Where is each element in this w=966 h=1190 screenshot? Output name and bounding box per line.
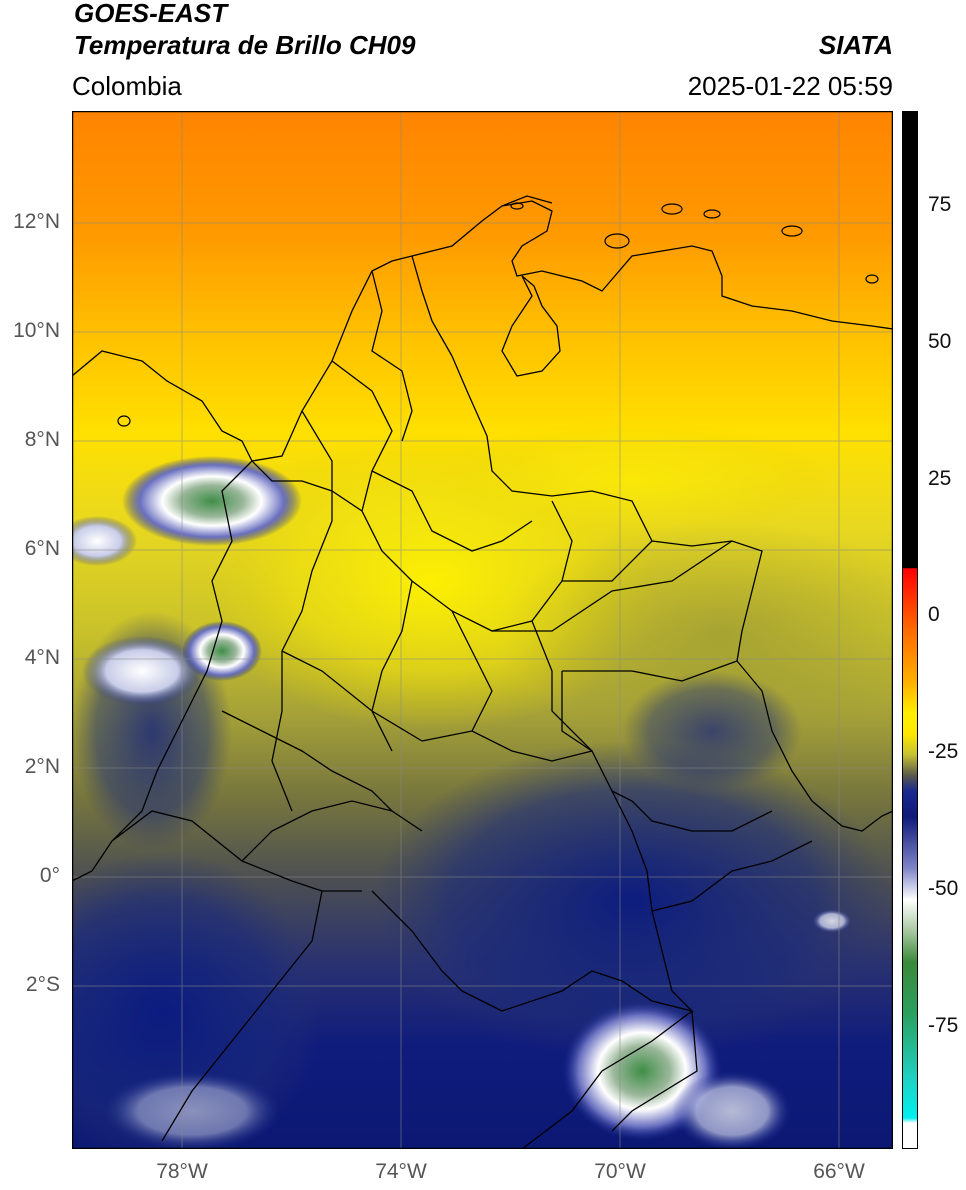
graticule <box>72 111 893 1149</box>
cloud-cluster-north <box>122 456 302 546</box>
lon-label-74w: 74°W <box>375 1160 427 1183</box>
colorbar-tick-minus75: -75 <box>928 1014 959 1037</box>
lat-label-2s: 2°S <box>25 973 60 996</box>
map-border <box>72 111 893 1149</box>
satellite-map <box>72 111 893 1149</box>
colorbar-tick-0: 0 <box>928 603 940 626</box>
product-title: Temperatura de Brillo CH09 <box>74 30 416 60</box>
lat-label-4n: 4°N <box>24 646 60 669</box>
colorbar <box>902 111 918 1149</box>
borders <box>72 195 893 1149</box>
lon-label-66w: 66°W <box>813 1160 865 1183</box>
colorbar-tick-25: 25 <box>928 467 952 490</box>
colorbar-tick-minus25: -25 <box>928 740 959 763</box>
satellite-title: GOES-EAST <box>74 0 228 28</box>
lon-label-70w: 70°W <box>594 1160 646 1183</box>
lat-label-6n: 6°N <box>24 537 60 560</box>
lat-label-10n: 10°N <box>13 319 60 342</box>
colorbar-tick-75: 75 <box>928 193 952 216</box>
lat-label-8n: 8°N <box>24 428 60 451</box>
lat-label-12n: 12°N <box>13 210 60 233</box>
region-label: Colombia <box>72 71 182 101</box>
colorbar-tick-minus50: -50 <box>928 877 959 900</box>
datetime-label: 2025-01-22 05:59 <box>687 71 893 101</box>
lon-label-78w: 78°W <box>156 1160 208 1183</box>
lat-label-2n: 2°N <box>24 755 60 778</box>
source-label: SIATA <box>818 30 893 60</box>
colorbar-tick-50: 50 <box>928 330 952 353</box>
lat-label-0: 0° <box>39 864 60 887</box>
